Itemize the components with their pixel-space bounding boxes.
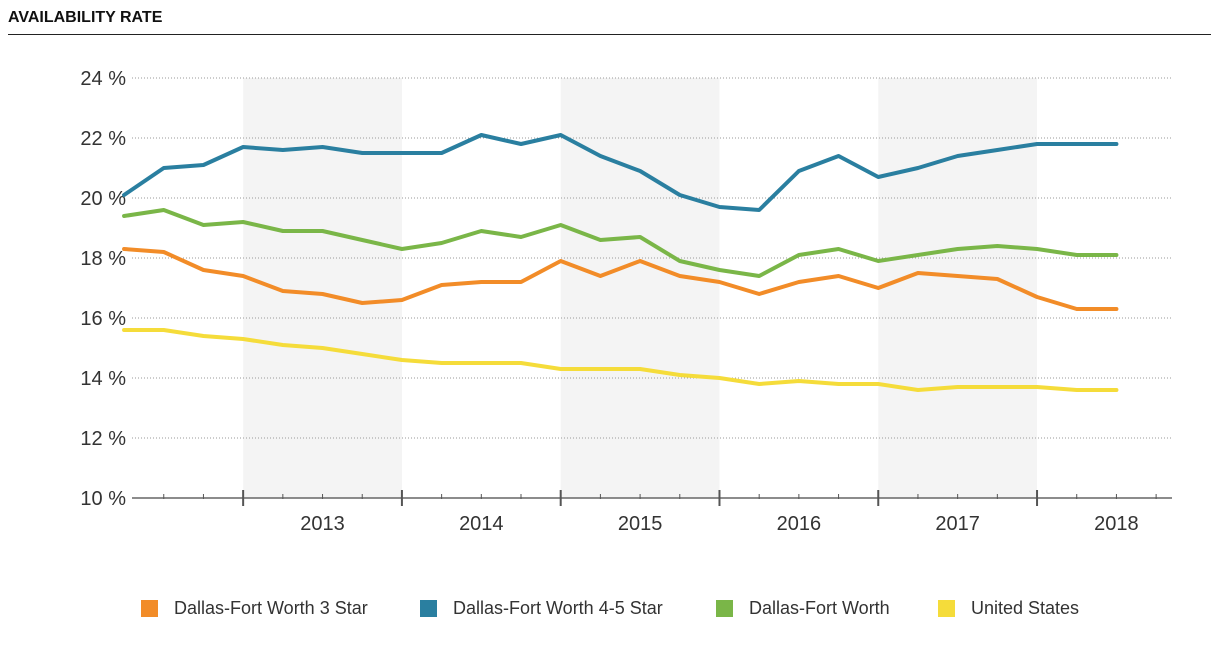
x-year-label-2014: 2014 — [459, 513, 504, 535]
year-band-2013 — [243, 78, 402, 498]
x-year-label-2013: 2013 — [300, 513, 345, 535]
legend-swatch-united-states — [938, 599, 955, 617]
series-line-1 — [122, 133, 1119, 212]
series-line-0 — [122, 247, 1119, 311]
y-tick-label-24: 24 % — [80, 68, 126, 90]
year-bands — [243, 78, 1038, 498]
y-tick-label-14: 14 % — [80, 368, 126, 390]
legend-item-dfw-4-5-star: Dallas-Fort Worth 4-5 Star — [420, 594, 663, 622]
x-year-label-2015: 2015 — [618, 513, 663, 535]
legend-label-dfw: Dallas-Fort Worth — [749, 597, 890, 618]
legend-label-dfw-3-star: Dallas-Fort Worth 3 Star — [174, 597, 368, 618]
legend-swatch-dfw-3-star — [141, 599, 158, 617]
legend-swatch-dfw — [716, 599, 733, 617]
x-axis: 2013 2014 2015 2016 2017 2018 — [132, 490, 1172, 535]
y-tick-label-22: 22 % — [80, 128, 126, 150]
series-line-2 — [122, 208, 1119, 278]
legend-label-dfw-4-5-star: Dallas-Fort Worth 4-5 Star — [453, 597, 663, 618]
x-year-label-2018: 2018 — [1094, 513, 1139, 535]
legend-label-united-states: United States — [971, 597, 1080, 618]
legend-swatch-dfw-4-5-star — [420, 599, 437, 617]
legend-item-dfw: Dallas-Fort Worth — [716, 594, 890, 622]
chart-title: AVAILABILITY RATE — [8, 9, 163, 26]
chart-header: AVAILABILITY RATE — [8, 6, 1211, 35]
x-year-label-2017: 2017 — [935, 513, 980, 535]
series-line-3 — [122, 328, 1119, 392]
y-tick-label-10: 10 % — [80, 488, 126, 510]
series-lines — [122, 133, 1119, 392]
year-band-2015 — [560, 78, 720, 498]
y-tick-label-12: 12 % — [80, 428, 126, 450]
legend: Dallas-Fort Worth 3 Star Dallas-Fort Wor… — [0, 594, 1221, 622]
y-tick-label-18: 18 % — [80, 248, 126, 270]
legend-item-dfw-3-star: Dallas-Fort Worth 3 Star — [141, 594, 368, 622]
x-year-label-2016: 2016 — [777, 513, 822, 535]
legend-item-united-states: United States — [938, 594, 1079, 622]
y-tick-label-16: 16 % — [80, 308, 126, 330]
gridlines — [132, 77, 1172, 439]
y-axis-ticks: 10 % 12 % 14 % 16 % 18 % 20 % 22 % 24 % — [80, 68, 126, 510]
y-tick-label-20: 20 % — [80, 188, 126, 210]
availability-rate-chart: 10 %12 %14 %16 %18 %20 %22 %24 % 2013 201… — [80, 68, 1172, 535]
